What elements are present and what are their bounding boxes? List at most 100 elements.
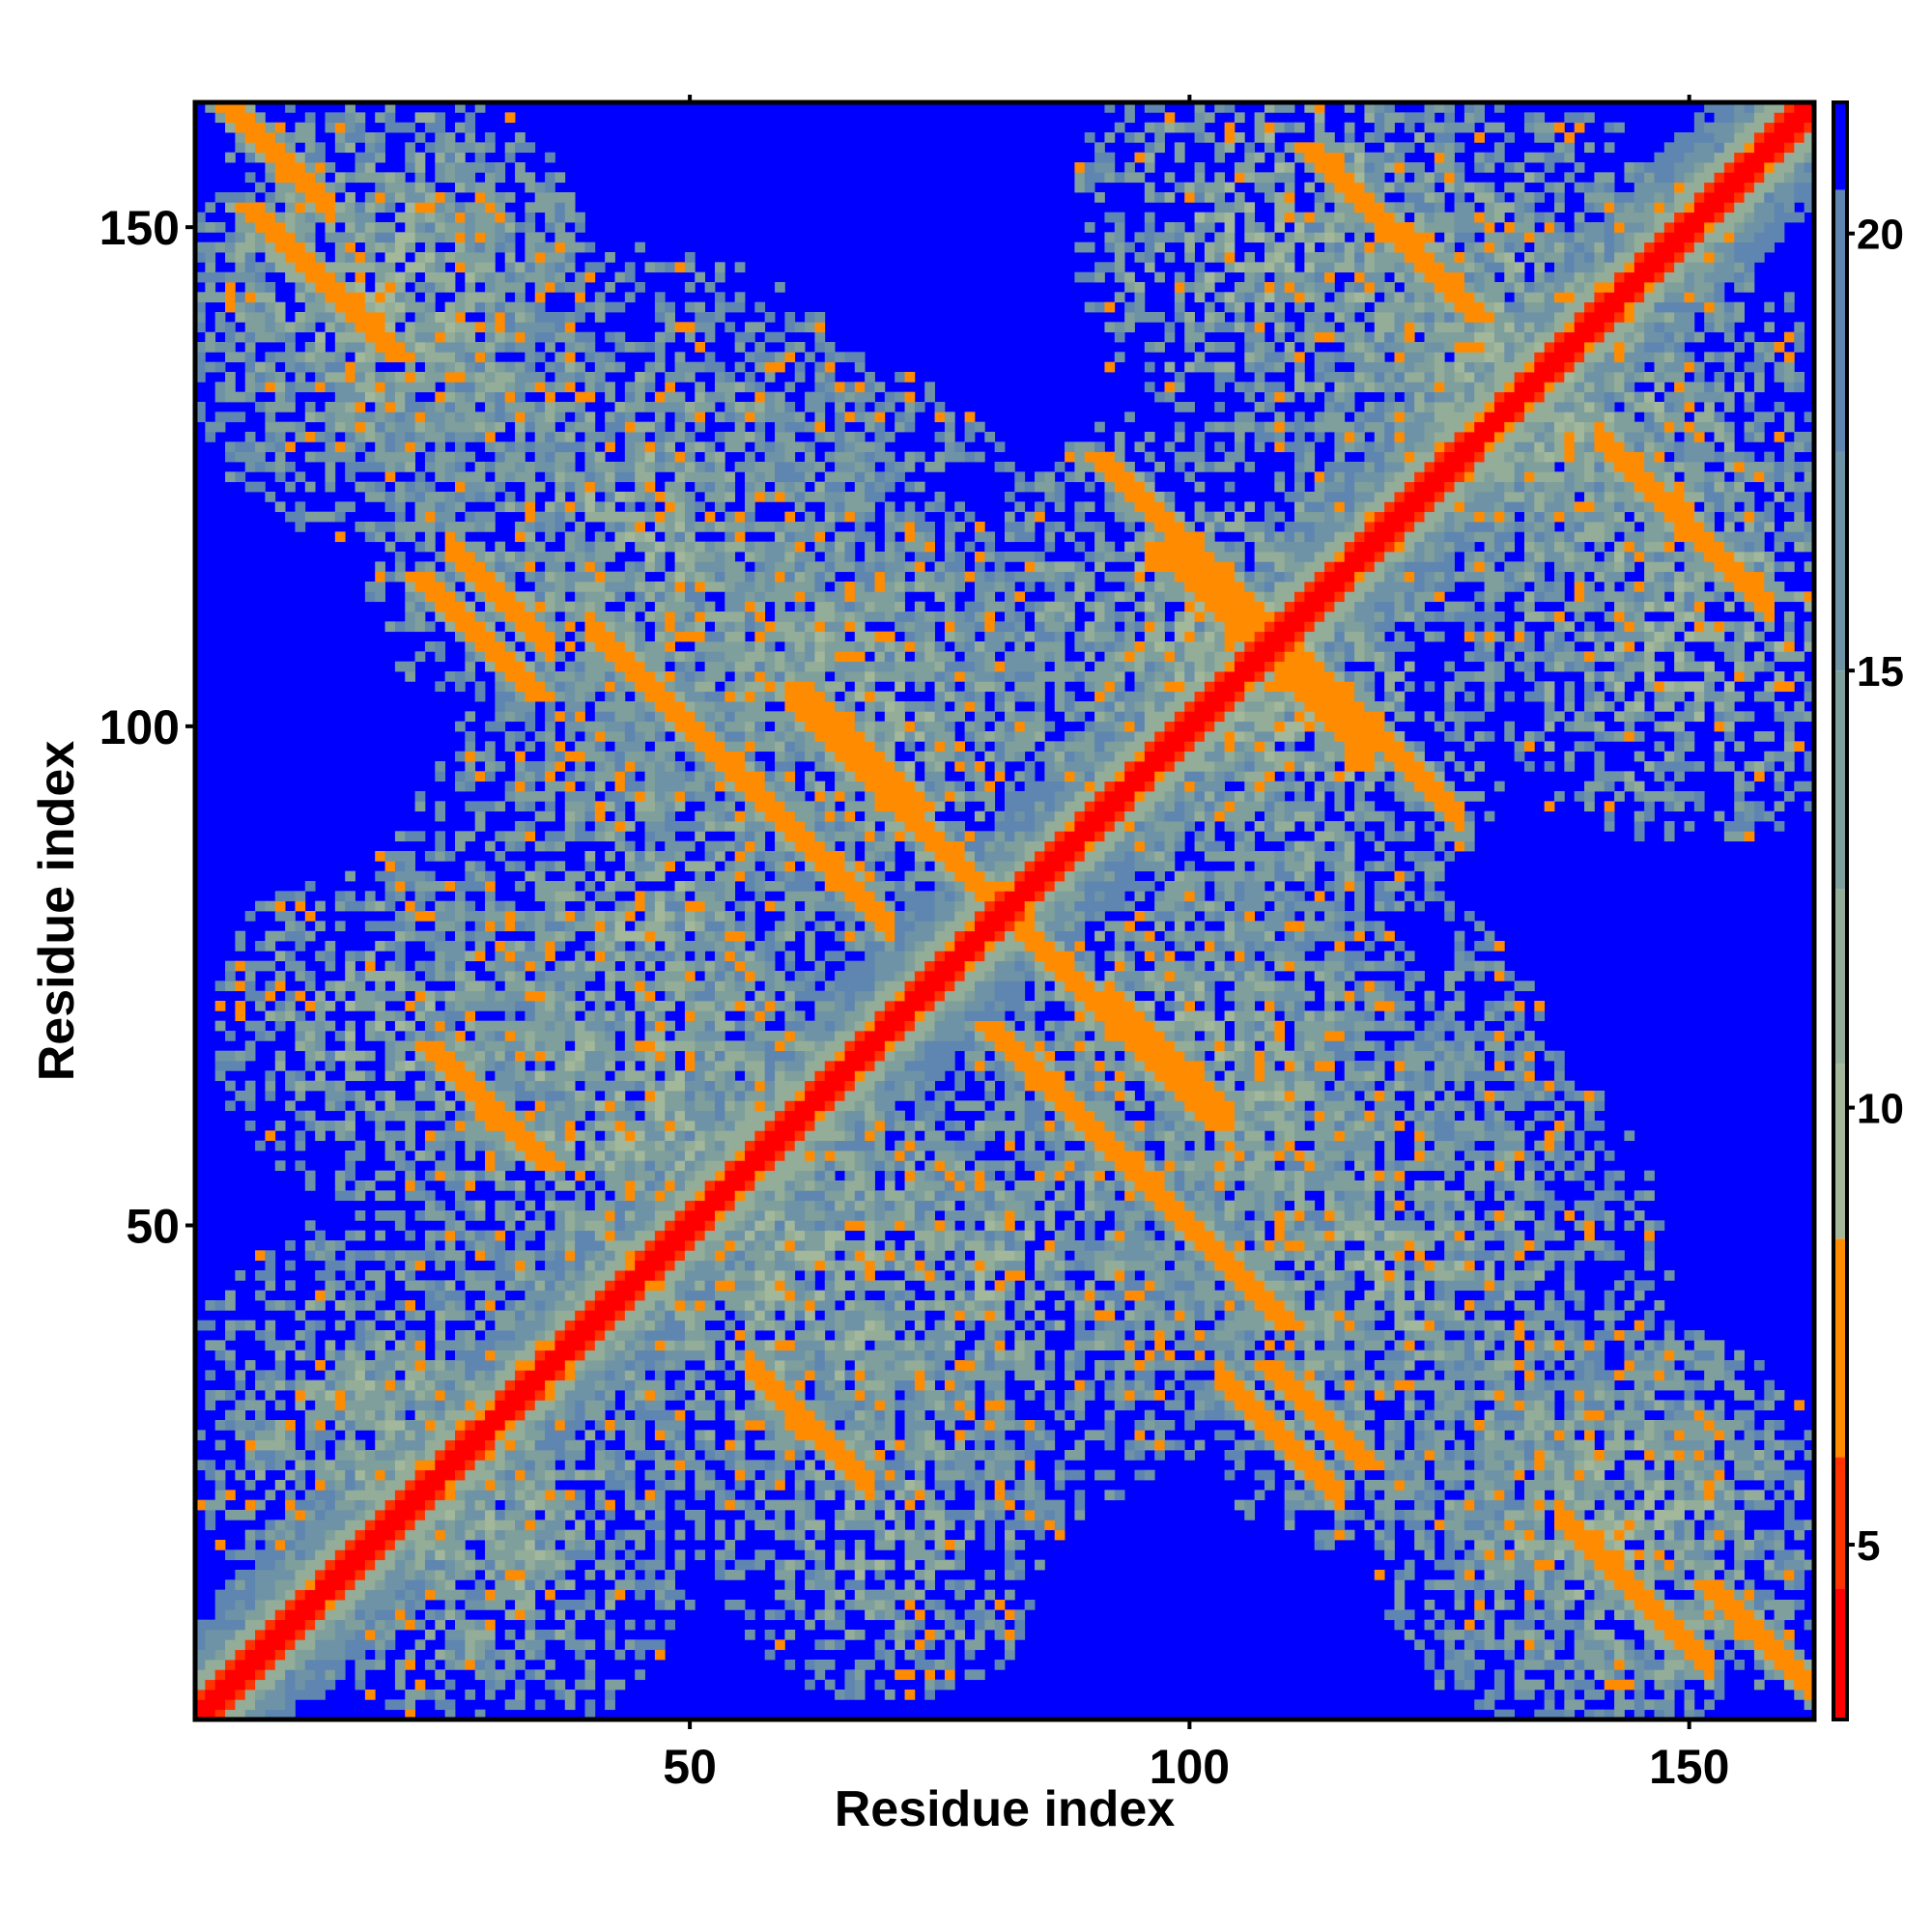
heatmap-cell — [265, 361, 276, 373]
heatmap-cell — [384, 1559, 396, 1571]
heatmap-cell — [364, 132, 376, 143]
heatmap-cell — [624, 432, 636, 442]
heatmap-cell — [564, 1210, 576, 1221]
heatmap-cell — [624, 771, 636, 782]
heatmap-cell — [235, 262, 246, 273]
heatmap-cell — [665, 1110, 675, 1122]
heatmap-cell — [465, 292, 476, 303]
heatmap-cell — [605, 791, 615, 802]
heatmap-cell — [605, 1420, 615, 1431]
heatmap-cell — [274, 441, 286, 453]
heatmap-cell — [554, 761, 566, 772]
heatmap-cell — [654, 681, 666, 693]
heatmap-cell — [384, 1130, 396, 1142]
heatmap-cell — [564, 1010, 576, 1022]
heatmap-cell — [195, 402, 206, 412]
heatmap-cell — [444, 671, 456, 682]
heatmap-cell — [534, 1400, 546, 1411]
heatmap-cell — [465, 1430, 476, 1441]
heatmap-cell — [355, 162, 366, 173]
heatmap-cell — [405, 1300, 416, 1311]
heatmap-cell — [334, 1570, 346, 1580]
heatmap-cell — [454, 1031, 466, 1041]
heatmap-cell — [444, 1390, 456, 1401]
heatmap-cell — [644, 402, 656, 412]
heatmap-cell — [304, 242, 316, 253]
heatmap-cell — [435, 1110, 446, 1122]
heatmap-cell — [485, 271, 496, 283]
heatmap-cell — [594, 301, 606, 313]
heatmap-cell — [315, 1270, 326, 1281]
heatmap-cell — [575, 721, 585, 732]
heatmap-cell — [424, 571, 436, 582]
heatmap-cell — [584, 342, 596, 353]
heatmap-cell — [684, 412, 696, 423]
heatmap-cell — [345, 1110, 355, 1122]
heatmap-cell — [624, 791, 636, 802]
heatmap-cell — [375, 412, 385, 423]
heatmap-cell — [435, 1061, 446, 1071]
heatmap-cell — [695, 1510, 706, 1520]
heatmap-cell — [225, 242, 236, 253]
heatmap-cell — [485, 1469, 496, 1481]
heatmap-cell — [465, 182, 476, 193]
heatmap-cell — [525, 1639, 536, 1651]
heatmap-cell — [474, 1499, 486, 1511]
heatmap-cell — [454, 1061, 466, 1071]
heatmap-cell — [605, 1121, 615, 1131]
heatmap-cell — [474, 212, 486, 223]
heatmap-cell — [454, 1350, 466, 1361]
heatmap-cell — [534, 951, 546, 962]
heatmap-cell — [414, 1570, 426, 1580]
heatmap-cell — [564, 1260, 576, 1271]
heatmap-cell — [394, 1220, 406, 1232]
heatmap-cell — [454, 1001, 466, 1011]
heatmap-cell — [364, 202, 376, 213]
heatmap-cell — [394, 402, 406, 412]
heatmap-cell — [644, 761, 656, 772]
heatmap-cell — [654, 1549, 666, 1561]
heatmap-cell — [295, 1540, 306, 1550]
heatmap-cell — [435, 501, 446, 513]
heatmap-cell — [235, 252, 246, 263]
heatmap-cell — [495, 831, 506, 842]
heatmap-cell — [444, 1469, 456, 1481]
heatmap-cell — [545, 391, 555, 403]
heatmap-cell — [554, 432, 566, 442]
heatmap-cell — [205, 1370, 216, 1381]
heatmap-cell — [384, 1619, 396, 1631]
heatmap-cell — [594, 1190, 606, 1202]
heatmap-cell — [444, 1300, 456, 1311]
heatmap-cell — [674, 1121, 686, 1131]
heatmap-cell — [594, 1080, 606, 1092]
heatmap-cell — [465, 1450, 476, 1461]
heatmap-cell — [605, 691, 615, 702]
heatmap-cell — [405, 851, 416, 862]
heatmap-cell — [465, 1559, 476, 1571]
heatmap-cell — [545, 1570, 555, 1580]
heatmap-cell — [594, 1270, 606, 1281]
heatmap-cell — [325, 382, 336, 393]
heatmap-cell — [334, 262, 346, 273]
heatmap-cell — [635, 900, 645, 912]
heatmap-cell — [665, 531, 675, 543]
heatmap-cell — [265, 1070, 276, 1082]
heatmap-cell — [355, 441, 366, 453]
heatmap-cell — [444, 162, 456, 173]
heatmap-cell — [465, 801, 476, 812]
heatmap-cell — [515, 1080, 526, 1092]
heatmap-cell — [674, 1350, 686, 1361]
heatmap-cell — [584, 741, 596, 753]
heatmap-cell — [334, 921, 346, 932]
heatmap-cell — [695, 651, 706, 663]
heatmap-cell — [384, 541, 396, 553]
heatmap-cell — [465, 621, 476, 633]
heatmap-cell — [304, 1430, 316, 1441]
heatmap-cell — [205, 1690, 216, 1700]
heatmap-cell — [424, 561, 436, 573]
heatmap-cell — [695, 1140, 706, 1151]
heatmap-cell — [465, 541, 476, 553]
heatmap-cell — [444, 451, 456, 463]
heatmap-cell — [315, 1320, 326, 1331]
heatmap-cell — [684, 1510, 696, 1520]
